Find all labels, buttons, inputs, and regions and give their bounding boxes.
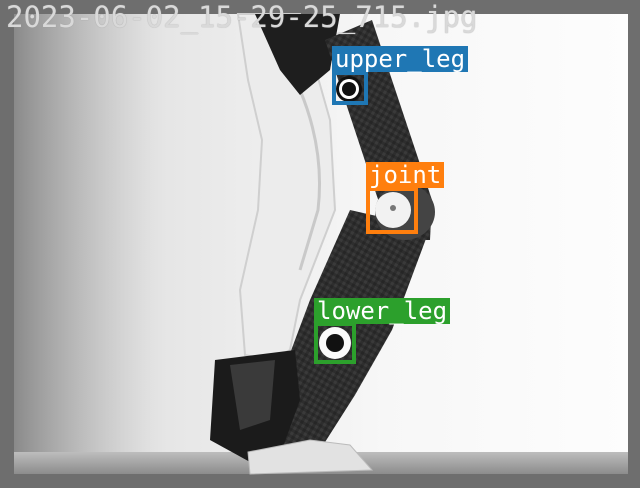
marker-joint [375, 192, 411, 228]
marker-lower [319, 327, 351, 359]
detection-box-upper-leg [332, 71, 368, 105]
filename-label: 2023-06-02_15-29-25_715.jpg [6, 0, 478, 34]
marker-upper [336, 76, 362, 102]
strap [255, 14, 340, 95]
detection-label-upper-leg: upper_leg [332, 46, 469, 72]
detection-box-joint [366, 187, 418, 234]
detection-label-lower-leg: lower_leg [314, 298, 451, 324]
detection-box-lower-leg [314, 322, 356, 364]
detection-label-joint: joint [366, 162, 445, 188]
lower-leg-brace [270, 210, 430, 460]
shoe [247, 439, 374, 475]
